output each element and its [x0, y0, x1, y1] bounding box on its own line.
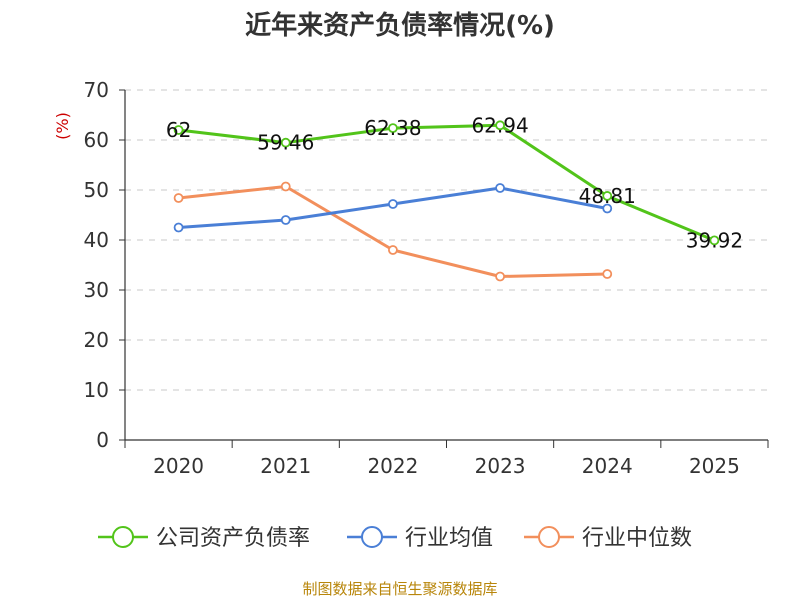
- data-point: [173, 193, 184, 203]
- data-point: [280, 181, 291, 192]
- data-label: 48.81: [579, 184, 636, 208]
- y-tick-label: 20: [84, 328, 109, 352]
- y-tick-label: 0: [96, 428, 109, 452]
- y-tick-label: 40: [84, 228, 109, 252]
- data-point: [388, 245, 398, 255]
- legend: 公司资产负债率 行业均值 行业中位数: [98, 526, 692, 551]
- data-point: [495, 120, 505, 131]
- legend-marker: [112, 526, 134, 548]
- data-label: 62.38: [364, 116, 421, 140]
- data-point: [602, 269, 613, 279]
- y-tick-label: 70: [84, 78, 109, 102]
- data-point: [602, 203, 613, 214]
- data-point: [709, 235, 720, 246]
- legend-marker: [361, 526, 383, 548]
- x-tick-label: 2021: [260, 454, 311, 478]
- x-tick-label: 2022: [367, 454, 418, 478]
- series-公司资产负债率: [173, 120, 720, 246]
- data-point: [173, 222, 184, 233]
- series-line: [178, 123, 715, 242]
- x-tick-label: 2025: [689, 454, 740, 478]
- data-label: 39.92: [686, 228, 743, 252]
- series-group: [173, 120, 720, 282]
- x-tick-label: 2020: [153, 454, 204, 478]
- data-label: 62: [166, 118, 191, 142]
- data-point: [173, 125, 184, 135]
- data-label: 59.46: [257, 131, 314, 155]
- data-point: [280, 137, 291, 148]
- legend-label: 行业均值: [405, 526, 493, 551]
- legend-item: 公司资产负债率: [98, 526, 310, 551]
- y-tick-label: 10: [84, 378, 109, 402]
- data-point: [280, 215, 291, 225]
- data-point: [495, 271, 505, 282]
- x-tick-label: 2024: [582, 454, 633, 478]
- legend-marker: [538, 526, 560, 548]
- series-行业均值: [173, 183, 613, 233]
- y-tick-label: 60: [84, 128, 109, 152]
- chart-title: 近年来资产负债率情况(%): [245, 10, 555, 41]
- y-tick-label: 30: [84, 278, 109, 302]
- y-tick-label: 50: [84, 178, 109, 202]
- series-行业中位数: [173, 181, 613, 282]
- data-point: [388, 123, 398, 134]
- x-tick-label: 2023: [475, 454, 526, 478]
- data-labels: 62 59.46 62.38 62.94 48.81 39.92: [166, 113, 743, 252]
- data-point: [495, 183, 505, 193]
- data-point: [602, 191, 613, 201]
- source-note: 制图数据来自恒生聚源数据库: [302, 580, 497, 598]
- legend-item: 行业均值: [347, 526, 493, 551]
- legend-label: 公司资产负债率: [156, 526, 310, 551]
- y-axis-unit: (%): [53, 112, 72, 140]
- legend-label: 行业中位数: [582, 526, 692, 551]
- data-label: 62.94: [471, 113, 528, 137]
- data-point: [388, 199, 398, 209]
- legend-item: 行业中位数: [524, 526, 692, 551]
- axes: 0 10 20 30 40 50 60 70 2020 2021 2022 2023 2024 2025: [84, 78, 769, 478]
